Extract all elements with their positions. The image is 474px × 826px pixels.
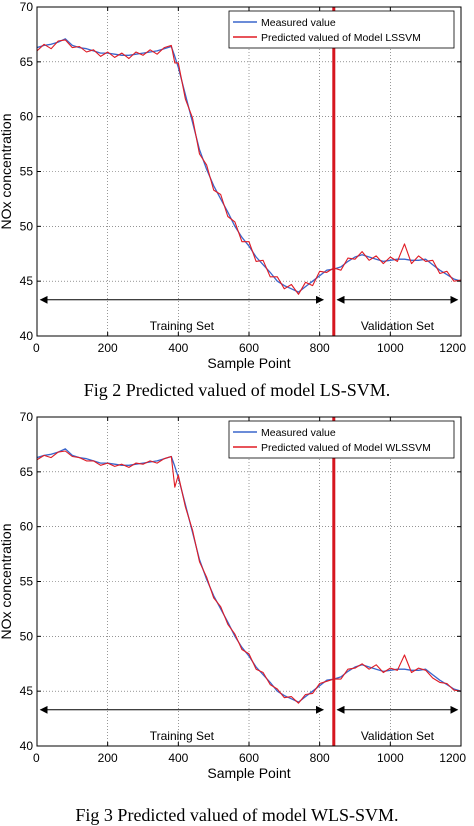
figure-caption-ls-svm: Fig 2 Predicted valued of model LS-SVM.	[83, 380, 391, 400]
x-tick-label: 800	[310, 341, 330, 355]
x-tick-label: 600	[239, 341, 259, 355]
x-tick-label: 400	[168, 751, 188, 765]
y-tick-label: 60	[20, 520, 34, 534]
x-tick-label: 200	[98, 751, 118, 765]
x-tick-label: 0	[33, 341, 40, 355]
y-axis-label: NOx concentration	[0, 524, 14, 640]
y-tick-label: 50	[20, 629, 34, 643]
plot-area	[37, 448, 461, 704]
series-line-predicted	[37, 450, 461, 704]
legend-box	[228, 10, 455, 49]
x-tick-label: 0	[33, 751, 40, 765]
x-tick-label: 1200	[439, 341, 466, 355]
figure-caption-wls-svm: Fig 3 Predicted valued of model WLS-SVM.	[75, 805, 399, 825]
x-tick-label: 600	[239, 751, 259, 765]
x-tick-label: 400	[168, 341, 188, 355]
training-set-label: Training Set	[150, 729, 215, 743]
x-tick-label: 800	[310, 751, 330, 765]
legend-box	[228, 420, 455, 459]
y-tick-label: 40	[20, 739, 34, 753]
y-tick-label: 45	[20, 684, 34, 698]
x-tick-label: 1200	[439, 751, 466, 765]
training-set-label: Training Set	[150, 319, 215, 333]
validation-set-label: Validation Set	[361, 729, 435, 743]
x-tick-label: 200	[98, 341, 118, 355]
y-tick-label: 65	[20, 465, 34, 479]
plot-area	[37, 38, 461, 295]
legend-label-predicted: Predicted valued of Model LSSVM	[261, 32, 421, 44]
validation-set-label: Validation Set	[361, 319, 435, 333]
legend-label-predicted: Predicted valued of Model WLSSVM	[261, 442, 431, 454]
x-axis-label: Sample Point	[207, 355, 290, 371]
chart-wls-svm: Training Set Validation Set 0 200 400 600 800 1…	[0, 410, 466, 781]
y-tick-label: 60	[20, 110, 34, 124]
y-tick-label: 70	[20, 410, 34, 424]
y-tick-label: 55	[20, 165, 34, 179]
chart-ls-svm: Training Set Validation Set 0 200 400 600 800 1…	[0, 0, 466, 371]
legend-label-measured: Measured value	[261, 427, 336, 439]
y-tick-label: 70	[20, 0, 34, 14]
y-tick-label: 40	[20, 329, 34, 343]
x-axis-label: Sample Point	[207, 765, 290, 781]
y-tick-label: 65	[20, 55, 34, 69]
x-tick-label: 1000	[377, 751, 404, 765]
y-tick-label: 45	[20, 274, 34, 288]
legend-label-measured: Measured value	[261, 17, 336, 29]
y-tick-label: 50	[20, 219, 34, 233]
series-line-predicted	[37, 39, 461, 295]
x-tick-label: 1000	[377, 341, 404, 355]
y-axis-label: NOx concentration	[0, 114, 14, 230]
y-tick-label: 55	[20, 575, 34, 589]
